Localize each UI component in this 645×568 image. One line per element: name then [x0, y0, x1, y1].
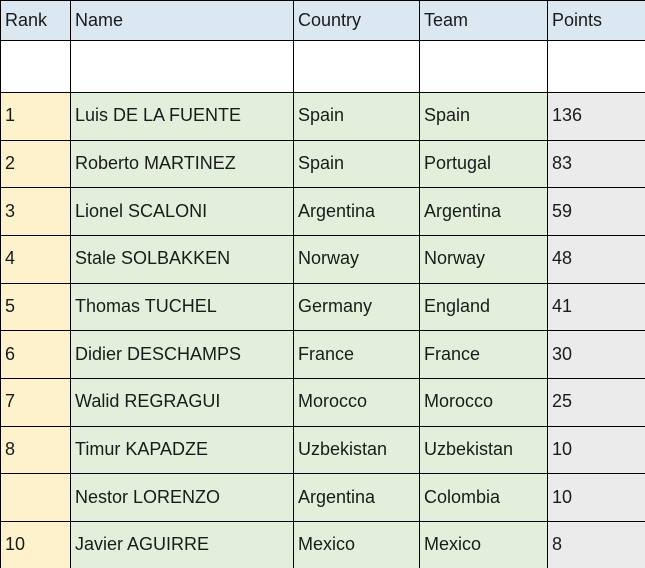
table-row: 4 Stale SOLBAKKEN Norway Norway 48 — [0, 234, 645, 284]
cell-name[interactable]: Timur KAPADZE — [70, 425, 294, 475]
cell-team[interactable]: Uzbekistan — [419, 425, 548, 475]
cell-country[interactable]: Spain — [293, 139, 420, 189]
cell-points[interactable]: 136 — [547, 92, 645, 141]
cell-name[interactable] — [70, 40, 294, 93]
cell-team[interactable]: Colombia — [419, 473, 548, 522]
cell-country[interactable]: Mexico — [293, 520, 420, 568]
cell-team[interactable] — [419, 40, 548, 93]
cell-name[interactable]: Lionel SCALONI — [70, 187, 294, 236]
cell-rank[interactable]: 4 — [0, 234, 71, 284]
cell-country[interactable]: Argentina — [293, 187, 420, 236]
cell-team[interactable]: Argentina — [419, 187, 548, 236]
cell-country[interactable]: Morocco — [293, 377, 420, 427]
cell-team[interactable]: Mexico — [419, 520, 548, 568]
table-row: 1 Luis DE LA FUENTE Spain Spain 136 — [0, 92, 645, 141]
table-header-row: Rank Name Country Team Points — [0, 0, 645, 41]
table-row: 5 Thomas TUCHEL Germany England 41 — [0, 282, 645, 332]
cell-name[interactable]: Walid REGRAGUI — [70, 377, 294, 427]
cell-points[interactable]: 83 — [547, 139, 645, 189]
cell-points[interactable] — [547, 40, 645, 93]
cell-team[interactable]: Morocco — [419, 377, 548, 427]
cell-country[interactable]: Germany — [293, 282, 420, 332]
table-row: Nestor LORENZO Argentina Colombia 10 — [0, 473, 645, 522]
cell-rank[interactable] — [0, 40, 71, 93]
cell-team[interactable]: Portugal — [419, 139, 548, 189]
cell-points[interactable]: 48 — [547, 234, 645, 284]
cell-team[interactable]: Norway — [419, 234, 548, 284]
cell-team[interactable]: France — [419, 330, 548, 379]
cell-rank[interactable]: 6 — [0, 330, 71, 379]
cell-name[interactable]: Luis DE LA FUENTE — [70, 92, 294, 141]
cell-points[interactable]: 10 — [547, 425, 645, 475]
cell-points[interactable]: 10 — [547, 473, 645, 522]
cell-country[interactable]: Uzbekistan — [293, 425, 420, 475]
header-cell-country[interactable]: Country — [293, 0, 420, 41]
table-row: 3 Lionel SCALONI Argentina Argentina 59 — [0, 187, 645, 236]
header-cell-name[interactable]: Name — [70, 0, 294, 41]
cell-rank[interactable]: 3 — [0, 187, 71, 236]
cell-name[interactable]: Stale SOLBAKKEN — [70, 234, 294, 284]
cell-rank[interactable]: 2 — [0, 139, 71, 189]
cell-points[interactable]: 41 — [547, 282, 645, 332]
table-row: 8 Timur KAPADZE Uzbekistan Uzbekistan 10 — [0, 425, 645, 475]
cell-rank[interactable]: 10 — [0, 520, 71, 568]
header-cell-points[interactable]: Points — [547, 0, 645, 41]
cell-rank[interactable]: 1 — [0, 92, 71, 141]
cell-rank[interactable]: 5 — [0, 282, 71, 332]
cell-rank[interactable]: 8 — [0, 425, 71, 475]
cell-country[interactable]: France — [293, 330, 420, 379]
cell-points[interactable]: 25 — [547, 377, 645, 427]
table-row: 2 Roberto MARTINEZ Spain Portugal 83 — [0, 139, 645, 189]
cell-points[interactable]: 59 — [547, 187, 645, 236]
cell-name[interactable]: Roberto MARTINEZ — [70, 139, 294, 189]
cell-country[interactable]: Spain — [293, 92, 420, 141]
cell-rank[interactable] — [0, 473, 71, 522]
cell-name[interactable]: Thomas TUCHEL — [70, 282, 294, 332]
header-cell-rank[interactable]: Rank — [0, 0, 71, 41]
cell-country[interactable]: Argentina — [293, 473, 420, 522]
table-row: 10 Javier AGUIRRE Mexico Mexico 8 — [0, 520, 645, 568]
cell-points[interactable]: 30 — [547, 330, 645, 379]
cell-name[interactable]: Didier DESCHAMPS — [70, 330, 294, 379]
cell-points[interactable]: 8 — [547, 520, 645, 568]
cell-team[interactable]: Spain — [419, 92, 548, 141]
table-row: 7 Walid REGRAGUI Morocco Morocco 25 — [0, 377, 645, 427]
cell-country[interactable] — [293, 40, 420, 93]
table-row: 6 Didier DESCHAMPS France France 30 — [0, 330, 645, 379]
cell-name[interactable]: Nestor LORENZO — [70, 473, 294, 522]
cell-rank[interactable]: 7 — [0, 377, 71, 427]
empty-row — [0, 40, 645, 93]
header-cell-team[interactable]: Team — [419, 0, 548, 41]
cell-team[interactable]: England — [419, 282, 548, 332]
cell-name[interactable]: Javier AGUIRRE — [70, 520, 294, 568]
cell-country[interactable]: Norway — [293, 234, 420, 284]
